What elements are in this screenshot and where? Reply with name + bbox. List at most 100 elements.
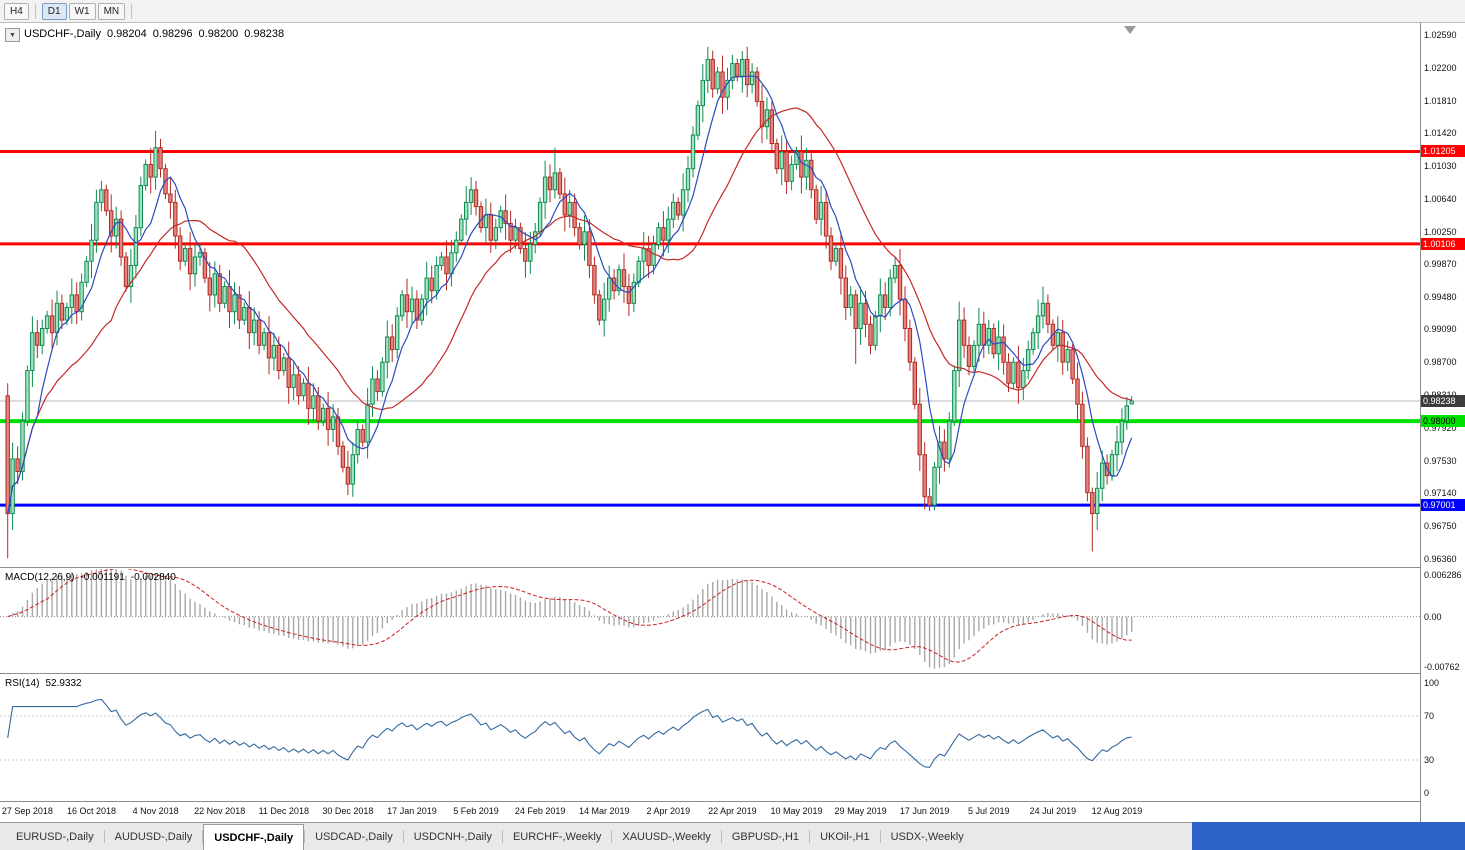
tab-xauusd-weekly[interactable]: XAUUSD-,Weekly (622, 831, 711, 843)
timeframe-mn-button[interactable]: MN (97, 2, 126, 20)
tab-separator (103, 830, 105, 843)
price-axis-label: 0.97530 (1424, 455, 1457, 466)
ohlc-close: 0.98238 (244, 28, 285, 40)
date-axis-label: 22 Apr 2019 (708, 806, 757, 816)
chart-quick-menu-button[interactable]: ▼ (5, 28, 20, 42)
tab-separator (720, 830, 722, 843)
macd-signal-value: -0.002840 (130, 572, 176, 583)
rsi-indicator-label: RSI(14) 52.9332 (5, 678, 88, 689)
tab-separator (809, 830, 811, 843)
date-axis-label: 17 Jan 2019 (387, 806, 437, 816)
chart-shift-marker-icon[interactable] (1124, 26, 1136, 34)
price-axis-label: 0.96750 (1424, 521, 1457, 532)
tab-usdx-weekly[interactable]: USDX-,Weekly (890, 831, 964, 843)
macd-axis-label: 0.00 (1424, 611, 1442, 622)
tab-eurusd-daily[interactable]: EURUSD-,Daily (16, 831, 94, 843)
date-axis-label: 27 Sep 2018 (1, 806, 53, 816)
tab-separator (402, 830, 404, 843)
price-axis-label: 0.98310 (1424, 390, 1457, 400)
tab-ukoil-h1[interactable]: UKOil-,H1 (820, 831, 870, 843)
ma-fast-line (7, 75, 1133, 514)
tab-separator (501, 830, 503, 843)
price-axis-label: 0.99480 (1424, 291, 1457, 302)
timeframe-w1-button[interactable]: W1 (68, 2, 96, 20)
ohlc-high: 0.98296 (152, 28, 193, 40)
rsi-name: RSI(14) (5, 678, 40, 689)
tab-gbpusd-h1[interactable]: GBPUSD-,H1 (731, 831, 800, 843)
price-badge-0.97001: 0.97001 (1421, 499, 1465, 512)
date-axis-label: 16 Oct 2018 (66, 806, 117, 816)
date-axis-label: 29 May 2019 (834, 806, 887, 816)
tab-audusd-daily[interactable]: AUDUSD-,Daily (114, 831, 193, 843)
price-axis-label: 1.00250 (1424, 226, 1457, 237)
date-axis-label: 10 May 2019 (770, 806, 823, 816)
macd-indicator-label: MACD(12,26,9) -0.001191 -0.002840 (5, 572, 182, 583)
panel-separator[interactable] (0, 801, 1465, 802)
price-axis-label: 0.98700 (1424, 357, 1457, 368)
date-axis-label: 5 Feb 2019 (453, 806, 499, 816)
price-axis-label: 0.97140 (1424, 488, 1457, 499)
rsi-axis-label: 30 (1424, 755, 1435, 765)
price-axis-label: 1.02200 (1424, 62, 1457, 73)
timeframe-toolbar: H4 D1 W1 MN (0, 0, 1465, 23)
panel-separator[interactable] (0, 673, 1465, 674)
price-badge-1.01205: 1.01205 (1421, 145, 1465, 158)
rsi-axis-label: 70 (1424, 711, 1435, 721)
rsi-axis-label: 100 (1424, 678, 1440, 688)
price-badge-0.98000: 0.98000 (1421, 415, 1465, 428)
ohlc-low: 0.98200 (198, 28, 239, 40)
macd-signal-line (7, 569, 1132, 663)
price-axis-label: 0.97920 (1424, 422, 1457, 433)
date-axis-label: 2 Apr 2019 (646, 806, 691, 816)
date-axis-label: 5 Jul 2019 (967, 806, 1010, 816)
macd-panel-canvas[interactable] (0, 569, 1420, 673)
macd-histogram (11, 569, 1133, 669)
tab-usdchf-daily[interactable]: USDCHF-,Daily (203, 824, 305, 850)
tab-separator (202, 830, 204, 843)
date-axis-label: 24 Feb 2019 (514, 806, 566, 816)
date-axis-label: 24 Jul 2019 (1029, 806, 1077, 816)
date-axis-label: 12 Aug 2019 (1091, 806, 1143, 816)
timeframe-d1-button[interactable]: D1 (41, 2, 67, 20)
tab-separator (304, 830, 306, 843)
price-axis-label: 1.02590 (1424, 30, 1457, 40)
taskbar-fragment (1192, 822, 1465, 850)
date-axis-label: 14 Mar 2019 (578, 806, 630, 816)
chart-region: ▼ USDCHF-,Daily 0.98204 0.98296 0.98200 0.98… (0, 23, 1465, 822)
macd-name: MACD(12,26,9) (5, 572, 75, 583)
panel-separator[interactable] (0, 567, 1465, 568)
timeframe-h4-button[interactable]: H4 (4, 2, 29, 20)
toolbar-separator (131, 3, 133, 19)
date-axis-label: 17 Jun 2019 (899, 806, 950, 816)
date-axis: 27 Sep 2018 16 Oct 2018 4 Nov 2018 22 Nov 2… (0, 802, 1420, 822)
price-axis-label: 1.01030 (1424, 161, 1457, 172)
tab-separator (611, 830, 613, 843)
toolbar-separator (34, 3, 36, 19)
rsi-line (7, 698, 1132, 768)
ma-slow-line (7, 107, 1132, 514)
tab-usdcad-daily[interactable]: USDCAD-,Daily (315, 831, 393, 843)
rsi-panel-canvas[interactable] (0, 675, 1420, 801)
price-axis-label: 1.00640 (1424, 194, 1457, 204)
tab-usdcnh-daily[interactable]: USDCNH-,Daily (413, 831, 492, 843)
date-axis-label: 22 Nov 2018 (194, 806, 246, 816)
date-axis-label: 11 Dec 2018 (258, 806, 309, 816)
chart-title: USDCHF-,Daily 0.98204 0.98296 0.98200 0.9823… (24, 28, 290, 40)
date-axis-label: 30 Dec 2018 (322, 806, 374, 816)
price-axis-label: 1.01420 (1424, 128, 1457, 139)
candles-group (5, 46, 1134, 559)
tab-separator (879, 830, 881, 843)
ohlc-open: 0.98204 (107, 28, 147, 40)
dropdown-arrow-icon: ▼ (9, 31, 16, 39)
price-axis-label: 1.01810 (1424, 95, 1457, 106)
price-chart-canvas[interactable] (0, 23, 1420, 567)
rsi-value: 52.9332 (45, 678, 82, 689)
rsi-axis-label: 0 (1424, 788, 1430, 798)
symbol-period-label: USDCHF-,Daily (24, 28, 101, 40)
tab-eurchf-weekly[interactable]: EURCHF-,Weekly (512, 831, 602, 843)
price-axis-label: 0.99090 (1424, 324, 1457, 335)
price-axis-column[interactable]: 1.02590 1.02200 1.01810 1.01420 1.01030 1.006… (1420, 23, 1465, 822)
macd-main-value: -0.001191 (80, 572, 125, 583)
price-axis-label: 0.99870 (1424, 258, 1457, 269)
